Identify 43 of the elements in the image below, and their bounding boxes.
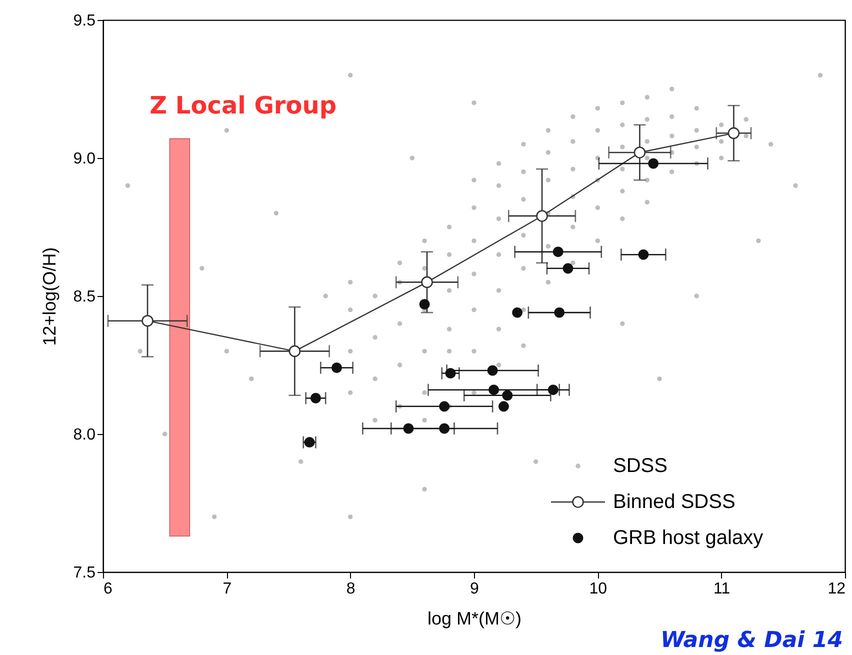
x-tick-label: 11 [714, 580, 730, 598]
point [403, 423, 414, 434]
y-tick-label: 8.5 [73, 288, 96, 306]
point [562, 263, 574, 274]
x-tick-label: 7 [222, 580, 232, 598]
point [487, 365, 498, 376]
legend-label: GRB host galaxy [613, 527, 764, 549]
point [552, 246, 564, 258]
point [648, 158, 659, 169]
text: Wang & Dai 14 [660, 628, 843, 653]
point [498, 401, 509, 412]
point [310, 392, 321, 404]
point [488, 384, 500, 396]
point [445, 368, 456, 379]
y-tick-label: 8.0 [73, 426, 96, 444]
point [502, 390, 513, 401]
x-tick-label: 8 [346, 580, 356, 598]
point [536, 210, 548, 222]
point [728, 127, 740, 140]
series-label: Z Local Group [150, 92, 337, 120]
point [512, 307, 523, 318]
x-tick-label: 6 [104, 580, 112, 598]
x-tick-label: 9 [470, 580, 480, 598]
x-tick-label: 12 [828, 580, 846, 598]
legend-label: SDSS [613, 455, 668, 477]
point [554, 307, 565, 318]
point [548, 384, 558, 396]
y-tick-label: 9.0 [73, 150, 96, 168]
y-axis-title: 12+log(O/H) [39, 247, 60, 346]
point [638, 249, 649, 260]
point [288, 345, 301, 358]
y-tick-label: 9.5 [73, 12, 96, 30]
point [419, 299, 430, 310]
legend-label: Binned SDSS [613, 491, 736, 513]
point [142, 314, 154, 327]
x-axis-title: log M*(M☉) [427, 608, 522, 628]
point [331, 362, 342, 373]
point [634, 146, 646, 158]
point [439, 401, 450, 412]
point [439, 423, 450, 434]
y-tick-label: 7.5 [73, 564, 96, 582]
x-tick-label: 10 [589, 580, 608, 598]
point [421, 276, 433, 288]
